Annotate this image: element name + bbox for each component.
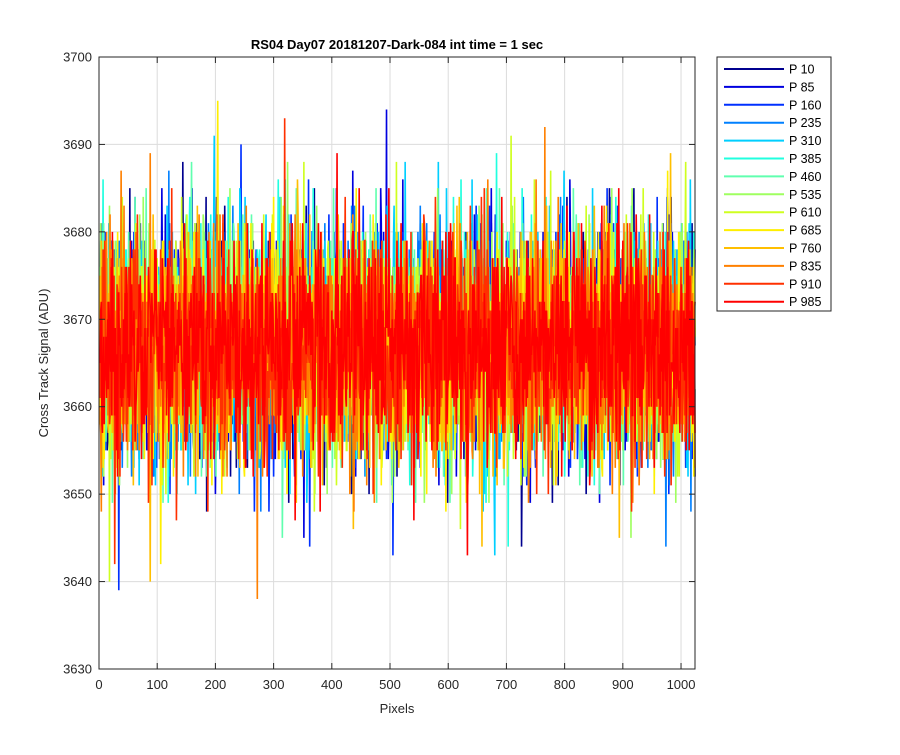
legend-label: P 460	[789, 170, 821, 184]
legend-label: P 910	[789, 277, 821, 291]
x-tick-label: 500	[379, 677, 401, 692]
legend-label: P 85	[789, 80, 815, 94]
legend-items: P 10 P 85 P 160 P 235 P 310 P 385 P 460 P 535 P …	[724, 63, 821, 309]
legend-item: P 835	[724, 259, 821, 273]
legend-label: P 310	[789, 134, 821, 148]
y-tick-label: 3670	[63, 312, 92, 327]
x-tick-label: 400	[321, 677, 343, 692]
legend-label: P 760	[789, 242, 821, 256]
x-tick-label: 200	[205, 677, 227, 692]
legend-label: P 985	[789, 295, 821, 309]
legend: P 10 P 85 P 160 P 235 P 310 P 385 P 460 P 535 P …	[716, 56, 832, 312]
x-tick-label: 800	[554, 677, 576, 692]
y-tick-labels: 3630 3640 3650 3660 3670 3680 3690 3700	[63, 50, 92, 677]
x-axis-label: Pixels	[380, 701, 415, 716]
series-lines	[98, 100, 696, 600]
legend-item: P 910	[724, 277, 821, 291]
legend-item: P 160	[724, 98, 821, 112]
legend-item: P 535	[724, 188, 821, 202]
legend-item: P 310	[724, 134, 821, 148]
legend-label: P 160	[789, 98, 821, 112]
x-tick-label: 300	[263, 677, 285, 692]
legend-item: P 685	[724, 224, 821, 238]
legend-item: P 460	[724, 170, 821, 184]
x-tick-labels: 0 100 200 300 400 500 600 700 800 900 1000	[95, 677, 695, 692]
legend-label: P 835	[789, 259, 821, 273]
legend-item: P 385	[724, 152, 821, 166]
legend-label: P 10	[789, 63, 815, 77]
y-tick-label: 3630	[63, 662, 92, 677]
legend-item: P 10	[724, 63, 815, 77]
x-tick-label: 100	[146, 677, 168, 692]
x-tick-label: 1000	[667, 677, 696, 692]
legend-item: P 235	[724, 116, 821, 130]
series-line-p985	[98, 153, 696, 556]
legend-item: P 760	[724, 242, 821, 256]
y-tick-label: 3680	[63, 224, 92, 239]
chart-title: RS04 Day07 20181207-Dark-084 int time = …	[251, 37, 543, 52]
legend-label: P 385	[789, 152, 821, 166]
x-tick-label: 900	[612, 677, 634, 692]
plot-area-frame	[98, 56, 696, 670]
legend-item: P 985	[724, 295, 821, 309]
y-tick-label: 3650	[63, 487, 92, 502]
x-tick-label: 700	[496, 677, 518, 692]
y-tick-label: 3660	[63, 399, 92, 414]
legend-label: P 610	[789, 206, 821, 220]
y-tick-label: 3690	[63, 137, 92, 152]
y-tick-label: 3640	[63, 574, 92, 589]
legend-label: P 235	[789, 116, 821, 130]
legend-box	[716, 56, 832, 312]
legend-item: P 85	[724, 80, 815, 94]
x-tick-label: 0	[95, 677, 102, 692]
legend-label: P 535	[789, 188, 821, 202]
legend-item: P 610	[724, 206, 821, 220]
y-tick-label: 3700	[63, 50, 92, 65]
legend-label: P 685	[789, 224, 821, 238]
axis-ticks	[98, 56, 695, 670]
x-tick-label: 600	[437, 677, 459, 692]
y-axis-label: Cross Track Signal (ADU)	[36, 289, 51, 438]
